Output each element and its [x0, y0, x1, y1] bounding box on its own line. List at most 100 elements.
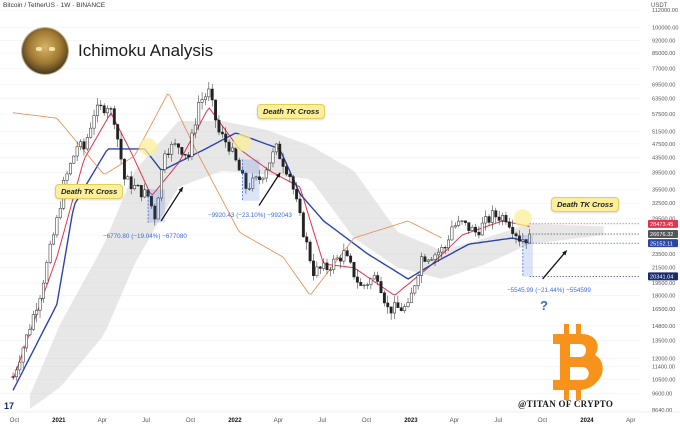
candle-body [325, 262, 329, 270]
x-tick-label: Oct [10, 418, 20, 424]
candle-body [197, 102, 201, 126]
candle-body [31, 314, 35, 330]
candle-body [382, 292, 386, 304]
annotation-overlays [139, 133, 640, 280]
arrow-head-icon [275, 172, 281, 178]
candle-body [48, 243, 52, 263]
candle-body [25, 334, 28, 349]
candle-body [409, 292, 413, 303]
death-tk-cross-callout-1: Death TK Cross [55, 184, 124, 199]
candle-body [237, 159, 241, 171]
candle-body [379, 281, 383, 293]
y-tick-label: 18000.00 [652, 293, 675, 299]
candle-body [474, 226, 477, 233]
chikou-span-line [12, 93, 442, 295]
price-badge [648, 229, 678, 238]
kumo-area [29, 121, 604, 409]
candle-body [45, 262, 49, 284]
candle-body [450, 226, 454, 241]
y-tick-label: 8640.00 [652, 408, 672, 414]
candle-body [244, 172, 248, 189]
page-title: Ichimoku Analysis [78, 41, 214, 60]
question-mark: ? [540, 298, 548, 313]
candle-body [170, 144, 174, 155]
candle-body [349, 255, 353, 263]
candle-body [52, 234, 55, 245]
candle-body [136, 184, 140, 187]
candle-body [65, 173, 69, 181]
candle-body [210, 88, 214, 101]
candle-body [389, 306, 393, 314]
arrow-head-icon [562, 250, 567, 256]
y-tick-label: 14800.00 [652, 324, 675, 330]
candle-body [14, 369, 18, 377]
x-tick-label: Oct [186, 418, 196, 424]
candle-body [467, 222, 471, 231]
x-tick-label: Oct [362, 418, 372, 424]
candle-body [133, 184, 137, 190]
candle-body [322, 262, 326, 269]
candle-body [362, 284, 366, 287]
candle-body [443, 247, 447, 249]
candle-body [386, 302, 390, 308]
avatar-eye-left [36, 47, 42, 51]
y-tick-label: 16500.00 [652, 307, 675, 313]
kijun-sen-line [12, 132, 530, 391]
y-tick-label: 19500.00 [652, 281, 675, 287]
candle-body [463, 220, 467, 223]
y-tick-label: 43500.00 [652, 156, 675, 162]
candle-body [507, 221, 511, 228]
avatar-eye-right [49, 47, 55, 51]
candlestick-series [11, 82, 532, 381]
candle-body [436, 251, 440, 256]
candle-body [494, 210, 498, 218]
cross-highlight [139, 138, 158, 157]
y-tick-label: 9600.00 [652, 392, 672, 398]
candle-body [281, 158, 285, 167]
candle-body [285, 166, 288, 175]
cross-highlight [233, 133, 252, 152]
candle-body [119, 138, 123, 160]
y-tick-label: 39500.00 [652, 171, 675, 177]
candle-body [416, 275, 420, 287]
candle-body [18, 361, 22, 371]
candle-body [376, 275, 380, 282]
candle-body [258, 176, 261, 181]
candle-body [298, 198, 302, 214]
candle-body [153, 205, 157, 220]
y-tick-label: 12000.00 [652, 357, 675, 363]
candle-body [261, 177, 265, 181]
y-tick-label: 85000.00 [652, 51, 675, 57]
price-badge-label: 20341.04 [650, 275, 673, 281]
x-tick-label: 2021 [52, 418, 66, 424]
candle-body [58, 208, 62, 218]
candle-body [220, 131, 224, 135]
candle-body [460, 220, 464, 222]
candle-body [308, 241, 312, 262]
candle-body [433, 254, 437, 260]
candle-body [484, 216, 488, 224]
candle-body [301, 212, 305, 238]
candle-body [447, 239, 450, 248]
x-tick-label: Jul [142, 418, 150, 424]
candle-body [82, 141, 86, 150]
candle-body [352, 262, 356, 278]
candle-body [224, 133, 228, 143]
candle-body [369, 278, 373, 285]
symbol-header: Bitcoin / TetherUS · 1W · BINANCE [3, 2, 106, 9]
drop-measure-1: −6770.80 (−19.04%) −677080 [103, 233, 187, 240]
candle-body [102, 105, 106, 114]
y-tick-label: 100000.00 [652, 26, 678, 32]
candle-body [305, 236, 309, 243]
candle-body [204, 96, 207, 100]
candle-body [487, 216, 491, 223]
candle-body [477, 231, 481, 236]
candle-body [497, 216, 501, 221]
drop-measure-box [148, 189, 165, 223]
candle-body [366, 284, 369, 286]
candle-body [180, 147, 184, 155]
price-badge-label: 26676.32 [650, 232, 673, 238]
candle-body [28, 329, 32, 336]
candle-body [372, 275, 376, 280]
